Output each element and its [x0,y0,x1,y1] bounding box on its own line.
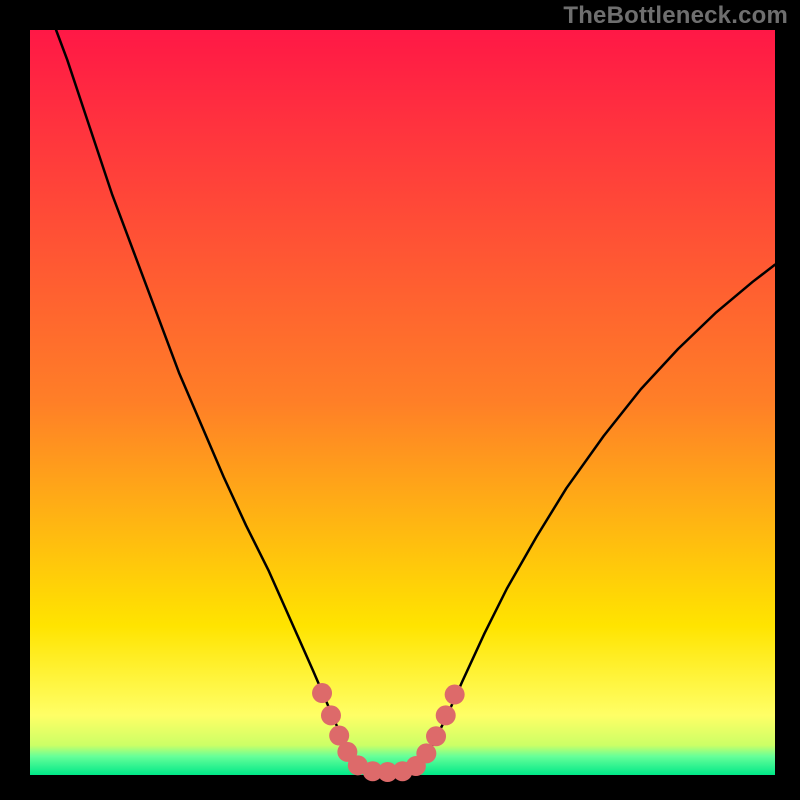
chart-svg-layer [30,30,775,775]
curve-marker [445,685,465,705]
curve-marker [321,705,341,725]
marker-group [312,683,465,782]
bottleneck-curve-line [56,30,775,774]
curve-marker [416,743,436,763]
chart-plot-area [30,30,775,775]
curve-marker [312,683,332,703]
curve-marker [426,726,446,746]
watermark-text: TheBottleneck.com [563,2,788,30]
curve-marker [436,705,456,725]
